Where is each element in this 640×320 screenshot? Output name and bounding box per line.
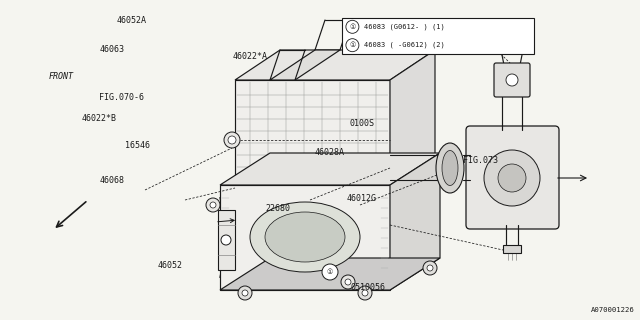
Circle shape xyxy=(242,290,248,296)
Polygon shape xyxy=(220,153,440,185)
Circle shape xyxy=(346,39,359,52)
Text: 46083 (G0612- ) (1): 46083 (G0612- ) (1) xyxy=(364,24,445,30)
Text: 46022*B: 46022*B xyxy=(82,114,116,123)
Circle shape xyxy=(362,290,368,296)
FancyBboxPatch shape xyxy=(342,18,534,54)
Text: 46022*A: 46022*A xyxy=(232,52,267,60)
Text: 0510056: 0510056 xyxy=(351,284,385,292)
Polygon shape xyxy=(270,50,340,80)
Polygon shape xyxy=(235,80,390,185)
Text: ①: ① xyxy=(327,269,333,275)
Circle shape xyxy=(224,132,240,148)
Text: 46083 ( -G0612) (2): 46083 ( -G0612) (2) xyxy=(364,42,445,48)
Ellipse shape xyxy=(442,150,458,186)
Ellipse shape xyxy=(250,202,360,272)
Text: FIG.073: FIG.073 xyxy=(463,156,497,164)
Text: FRONT: FRONT xyxy=(48,72,74,81)
Ellipse shape xyxy=(265,212,345,262)
Circle shape xyxy=(423,261,437,275)
Text: FIG.070-6: FIG.070-6 xyxy=(99,93,144,102)
Circle shape xyxy=(238,286,252,300)
Circle shape xyxy=(498,164,526,192)
Circle shape xyxy=(345,279,351,285)
Circle shape xyxy=(484,150,540,206)
Circle shape xyxy=(206,198,220,212)
Circle shape xyxy=(221,235,231,245)
FancyBboxPatch shape xyxy=(466,126,559,229)
Text: 46052: 46052 xyxy=(157,261,182,270)
Text: 46068: 46068 xyxy=(99,176,125,185)
Circle shape xyxy=(506,74,518,86)
Text: 46012G: 46012G xyxy=(347,194,376,203)
Circle shape xyxy=(358,286,372,300)
Text: 16546: 16546 xyxy=(125,141,150,150)
Circle shape xyxy=(210,202,216,208)
Text: 22680: 22680 xyxy=(266,204,291,212)
Text: ①: ① xyxy=(349,42,356,48)
FancyBboxPatch shape xyxy=(503,245,521,253)
Polygon shape xyxy=(220,258,440,290)
Text: ①: ① xyxy=(349,24,356,30)
Text: 46052A: 46052A xyxy=(116,16,146,25)
Circle shape xyxy=(341,275,355,289)
Circle shape xyxy=(322,264,338,280)
Polygon shape xyxy=(235,50,435,80)
FancyBboxPatch shape xyxy=(494,63,530,97)
Text: 46028A: 46028A xyxy=(315,148,344,156)
Polygon shape xyxy=(218,210,235,270)
Polygon shape xyxy=(390,50,435,185)
Polygon shape xyxy=(220,185,390,290)
Circle shape xyxy=(427,265,433,271)
Text: 0100S: 0100S xyxy=(349,119,374,128)
Text: A070001226: A070001226 xyxy=(591,307,635,313)
Ellipse shape xyxy=(436,143,464,193)
Text: 46063: 46063 xyxy=(99,45,125,54)
Circle shape xyxy=(228,136,236,144)
Polygon shape xyxy=(390,153,440,290)
Circle shape xyxy=(346,20,359,33)
